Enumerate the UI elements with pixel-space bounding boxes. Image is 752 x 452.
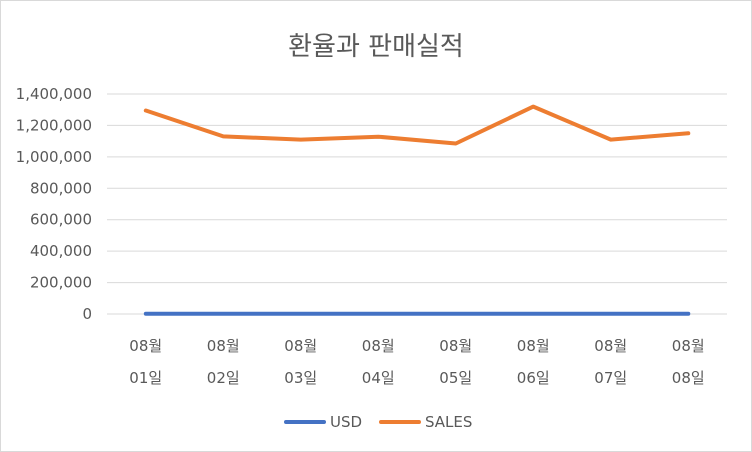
x-tick-label-line: 08월: [207, 337, 240, 355]
y-tick-label: 600,000: [30, 211, 92, 229]
x-tick-label: 08월 02일: [207, 337, 240, 387]
series-line-sales: [143, 104, 691, 146]
legend-label-usd: USD: [330, 413, 362, 431]
chart-title: 환율과 판매실적: [288, 32, 464, 62]
x-tick-label: 08월 06일: [517, 337, 550, 387]
x-tick-label-line: 08월: [517, 337, 550, 355]
x-tick-label-line: 08일: [672, 369, 705, 387]
x-tick-label-line: 06일: [517, 369, 550, 387]
legend: USD SALES: [284, 413, 472, 431]
y-tick-label: 1,400,000: [16, 85, 92, 103]
x-tick-label-line: 08월: [594, 337, 627, 355]
x-tick-label-line: 04일: [362, 369, 395, 387]
y-tick-label: 1,200,000: [16, 116, 92, 134]
y-tick-label: 0: [82, 305, 92, 323]
legend-label-sales: SALES: [425, 413, 472, 431]
x-tick-label: 08월 04일: [362, 337, 395, 387]
y-tick-label: 400,000: [30, 242, 92, 260]
x-tick-label: 08월 07일: [594, 337, 627, 387]
x-tick-label: 08월 08일: [672, 337, 705, 387]
y-tick-label: 800,000: [30, 179, 92, 197]
x-tick-label-line: 02일: [207, 369, 240, 387]
x-tick-label: 08월 01일: [129, 337, 162, 387]
x-tick-label-line: 07일: [594, 369, 627, 387]
y-tick-label: 200,000: [30, 274, 92, 292]
y-axis-tick-labels: 0 200,000 400,000 600,000 800,000 1,000,000 1,…: [16, 85, 92, 323]
x-tick-label-line: 08월: [362, 337, 395, 355]
x-tick-label-line: 08월: [129, 337, 162, 355]
x-tick-label-line: 05일: [439, 369, 472, 387]
x-tick-label-line: 03일: [284, 369, 317, 387]
x-tick-label-line: 01일: [129, 369, 162, 387]
series-lines: [143, 104, 691, 316]
x-tick-label: 08월 05일: [439, 337, 472, 387]
y-tick-label: 1,000,000: [16, 148, 92, 166]
x-tick-label-line: 08월: [284, 337, 317, 355]
x-tick-label-line: 08월: [439, 337, 472, 355]
x-tick-label: 08월 03일: [284, 337, 317, 387]
grid-lines: [107, 93, 727, 315]
x-tick-label-line: 08월: [672, 337, 705, 355]
